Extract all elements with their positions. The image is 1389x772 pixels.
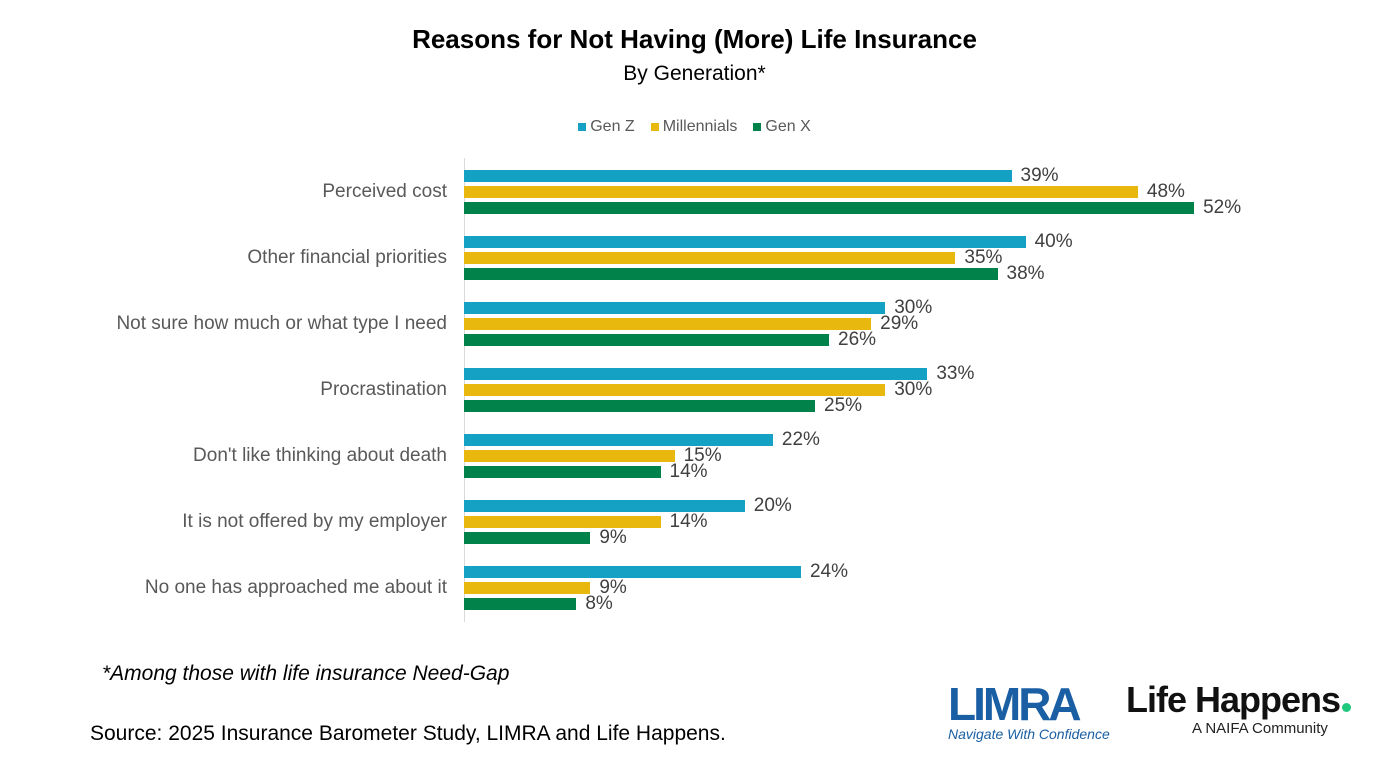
bar-millennials xyxy=(464,318,872,330)
bar-gen-z xyxy=(464,170,1012,182)
category-label: It is not offered by my employer xyxy=(182,511,447,532)
dot-icon xyxy=(1342,703,1352,712)
bar-gen-z xyxy=(464,566,801,578)
chart-subtitle: By Generation* xyxy=(623,62,766,85)
limra-logo: LIMRA Navigate With Confidence xyxy=(948,678,1110,742)
bar-gen-x xyxy=(464,466,661,478)
data-label: 15% xyxy=(683,445,722,466)
data-label: 30% xyxy=(894,379,933,400)
data-label: 39% xyxy=(1020,165,1059,186)
bar-gen-x xyxy=(464,598,577,610)
legend-item: Gen X xyxy=(753,118,811,136)
bar-millennials xyxy=(464,186,1138,198)
bar-gen-z xyxy=(464,368,928,380)
legend-swatch xyxy=(578,123,587,131)
data-label: 14% xyxy=(669,511,708,532)
bar-gen-x xyxy=(464,334,830,346)
data-label: 30% xyxy=(894,297,933,318)
data-label: 24% xyxy=(809,561,848,582)
bar-millennials xyxy=(464,384,886,396)
data-label: 9% xyxy=(599,527,627,548)
category-label: Procrastination xyxy=(320,379,447,400)
bar-gen-z xyxy=(464,236,1026,248)
data-label: 25% xyxy=(824,395,863,416)
data-label: 22% xyxy=(781,429,820,450)
bar-millennials xyxy=(464,252,956,264)
category-label: Not sure how much or what type I need xyxy=(116,313,447,334)
footnote: *Among those with life insurance Need-Ga… xyxy=(102,662,510,685)
bar-millennials xyxy=(464,450,675,462)
bar-millennials xyxy=(464,516,661,528)
category-label: Perceived cost xyxy=(322,181,447,202)
bar-gen-x xyxy=(464,400,815,412)
legend-item: Millennials xyxy=(650,118,738,136)
data-label: 38% xyxy=(1006,263,1045,284)
legend: Gen Z Millennials Gen X xyxy=(0,118,1389,136)
life-happens-tagline: A NAIFA Community xyxy=(1192,720,1328,737)
bar-gen-z xyxy=(464,500,745,512)
limra-tagline: Navigate With Confidence xyxy=(948,726,1110,742)
category-label: Other financial priorities xyxy=(247,247,447,268)
legend-item: Gen Z xyxy=(578,118,635,136)
life-happens-wordmark: Life Happens xyxy=(1126,679,1341,720)
bar-gen-z xyxy=(464,302,886,314)
data-label: 8% xyxy=(585,593,613,614)
data-label: 33% xyxy=(936,363,975,384)
legend-swatch xyxy=(753,123,762,131)
source-note: Source: 2025 Insurance Barometer Study, … xyxy=(90,722,726,745)
data-label: 9% xyxy=(599,577,627,598)
bar-gen-x xyxy=(464,202,1195,214)
limra-wordmark: LIMRA xyxy=(948,678,1082,730)
data-label: 48% xyxy=(1146,181,1185,202)
bar-gen-z xyxy=(464,434,773,446)
data-label: 40% xyxy=(1034,231,1073,252)
category-label: No one has approached me about it xyxy=(144,577,447,598)
bar-gen-x xyxy=(464,268,998,280)
data-label: 35% xyxy=(964,247,1003,268)
data-label: 20% xyxy=(753,495,792,516)
data-label: 14% xyxy=(669,461,708,482)
legend-label: Gen Z xyxy=(590,118,635,135)
legend-label: Millennials xyxy=(662,118,738,135)
data-label: 26% xyxy=(838,329,877,350)
data-label: 29% xyxy=(880,313,919,334)
life-happens-logo: Life Happens A NAIFA Community xyxy=(1126,679,1352,737)
bar-gen-x xyxy=(464,532,591,544)
category-label: Don't like thinking about death xyxy=(193,445,447,466)
legend-swatch xyxy=(650,123,659,131)
bar-millennials xyxy=(464,582,591,594)
legend-label: Gen X xyxy=(765,118,811,135)
data-label: 52% xyxy=(1203,197,1242,218)
chart-title: Reasons for Not Having (More) Life Insur… xyxy=(412,24,977,54)
